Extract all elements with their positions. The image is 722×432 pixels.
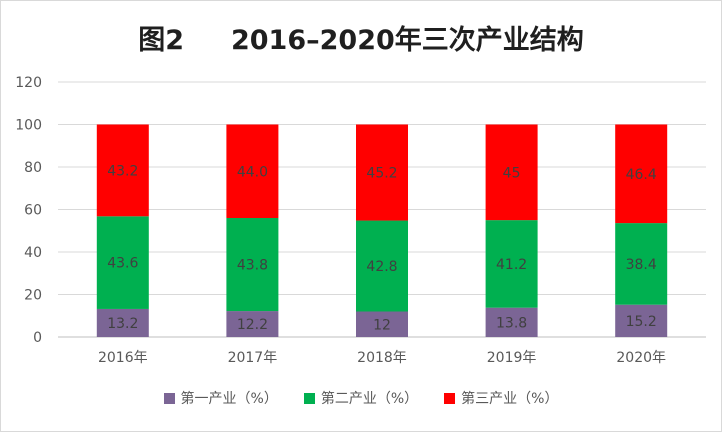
data-label: 43.2 [107, 163, 138, 179]
bar-segment [615, 223, 668, 305]
y-tick-label: 120 [15, 75, 42, 91]
data-label: 38.4 [626, 257, 657, 273]
bar-segment [96, 216, 149, 309]
legend-item-primary: 第一产业（%） [163, 388, 278, 408]
data-label: 12.2 [237, 317, 268, 333]
legend-swatch-secondary [303, 392, 315, 404]
x-tick-label: 2018年 [357, 350, 407, 366]
legend-label-tertiary: 第三产业（%） [461, 391, 559, 407]
data-label: 44.0 [237, 164, 268, 180]
y-tick-label: 20 [24, 288, 42, 304]
data-label: 42.8 [366, 259, 397, 275]
data-label: 43.8 [237, 258, 268, 274]
data-label: 12 [373, 317, 391, 333]
x-tick-label: 2016年 [98, 350, 148, 366]
legend-label-primary: 第一产业（%） [180, 391, 278, 407]
legend-swatch-tertiary [444, 392, 456, 404]
bar-segment [226, 311, 279, 337]
bar-segment [356, 124, 408, 221]
bar-segment [96, 124, 149, 217]
bar-segment [485, 124, 538, 221]
x-tick-label: 2020年 [616, 350, 666, 366]
legend-item-secondary: 第二产业（%） [303, 388, 419, 408]
bar-segment [485, 220, 538, 308]
data-label: 45 [503, 165, 521, 181]
legend-label-secondary: 第二产业（%） [320, 391, 419, 407]
x-tick-label: 2017年 [228, 350, 278, 366]
data-label: 43.6 [107, 256, 138, 272]
x-tick-label: 2019年 [487, 350, 537, 366]
data-label: 41.2 [496, 257, 527, 273]
bar-segment [356, 220, 408, 312]
y-tick-label: 100 [15, 118, 42, 134]
bar-segment [485, 307, 538, 337]
legend-item-tertiary: 第三产业（%） [444, 388, 558, 408]
data-label: 13.8 [496, 315, 527, 331]
data-label: 45.2 [366, 166, 397, 182]
bar-segment [96, 308, 149, 337]
chart-title: 图2 2016–2020年三次产业结构 [138, 25, 584, 56]
y-tick-label: 40 [24, 245, 42, 261]
bar-segment [226, 218, 279, 312]
y-tick-label: 60 [24, 203, 42, 219]
bar-segment [615, 124, 668, 224]
legend-swatch-primary [163, 392, 175, 404]
bar-segment [226, 124, 279, 218]
bar-segment [356, 311, 408, 337]
data-label: 13.2 [107, 316, 138, 332]
data-label: 15.2 [626, 314, 657, 330]
y-tick-label: 80 [24, 160, 42, 176]
bar-segment [615, 304, 668, 337]
y-tick-label: 0 [33, 330, 42, 346]
data-label: 46.4 [626, 167, 657, 183]
legend: 第一产业（%） 第二产业（%） 第三产业（%） [0, 388, 722, 408]
